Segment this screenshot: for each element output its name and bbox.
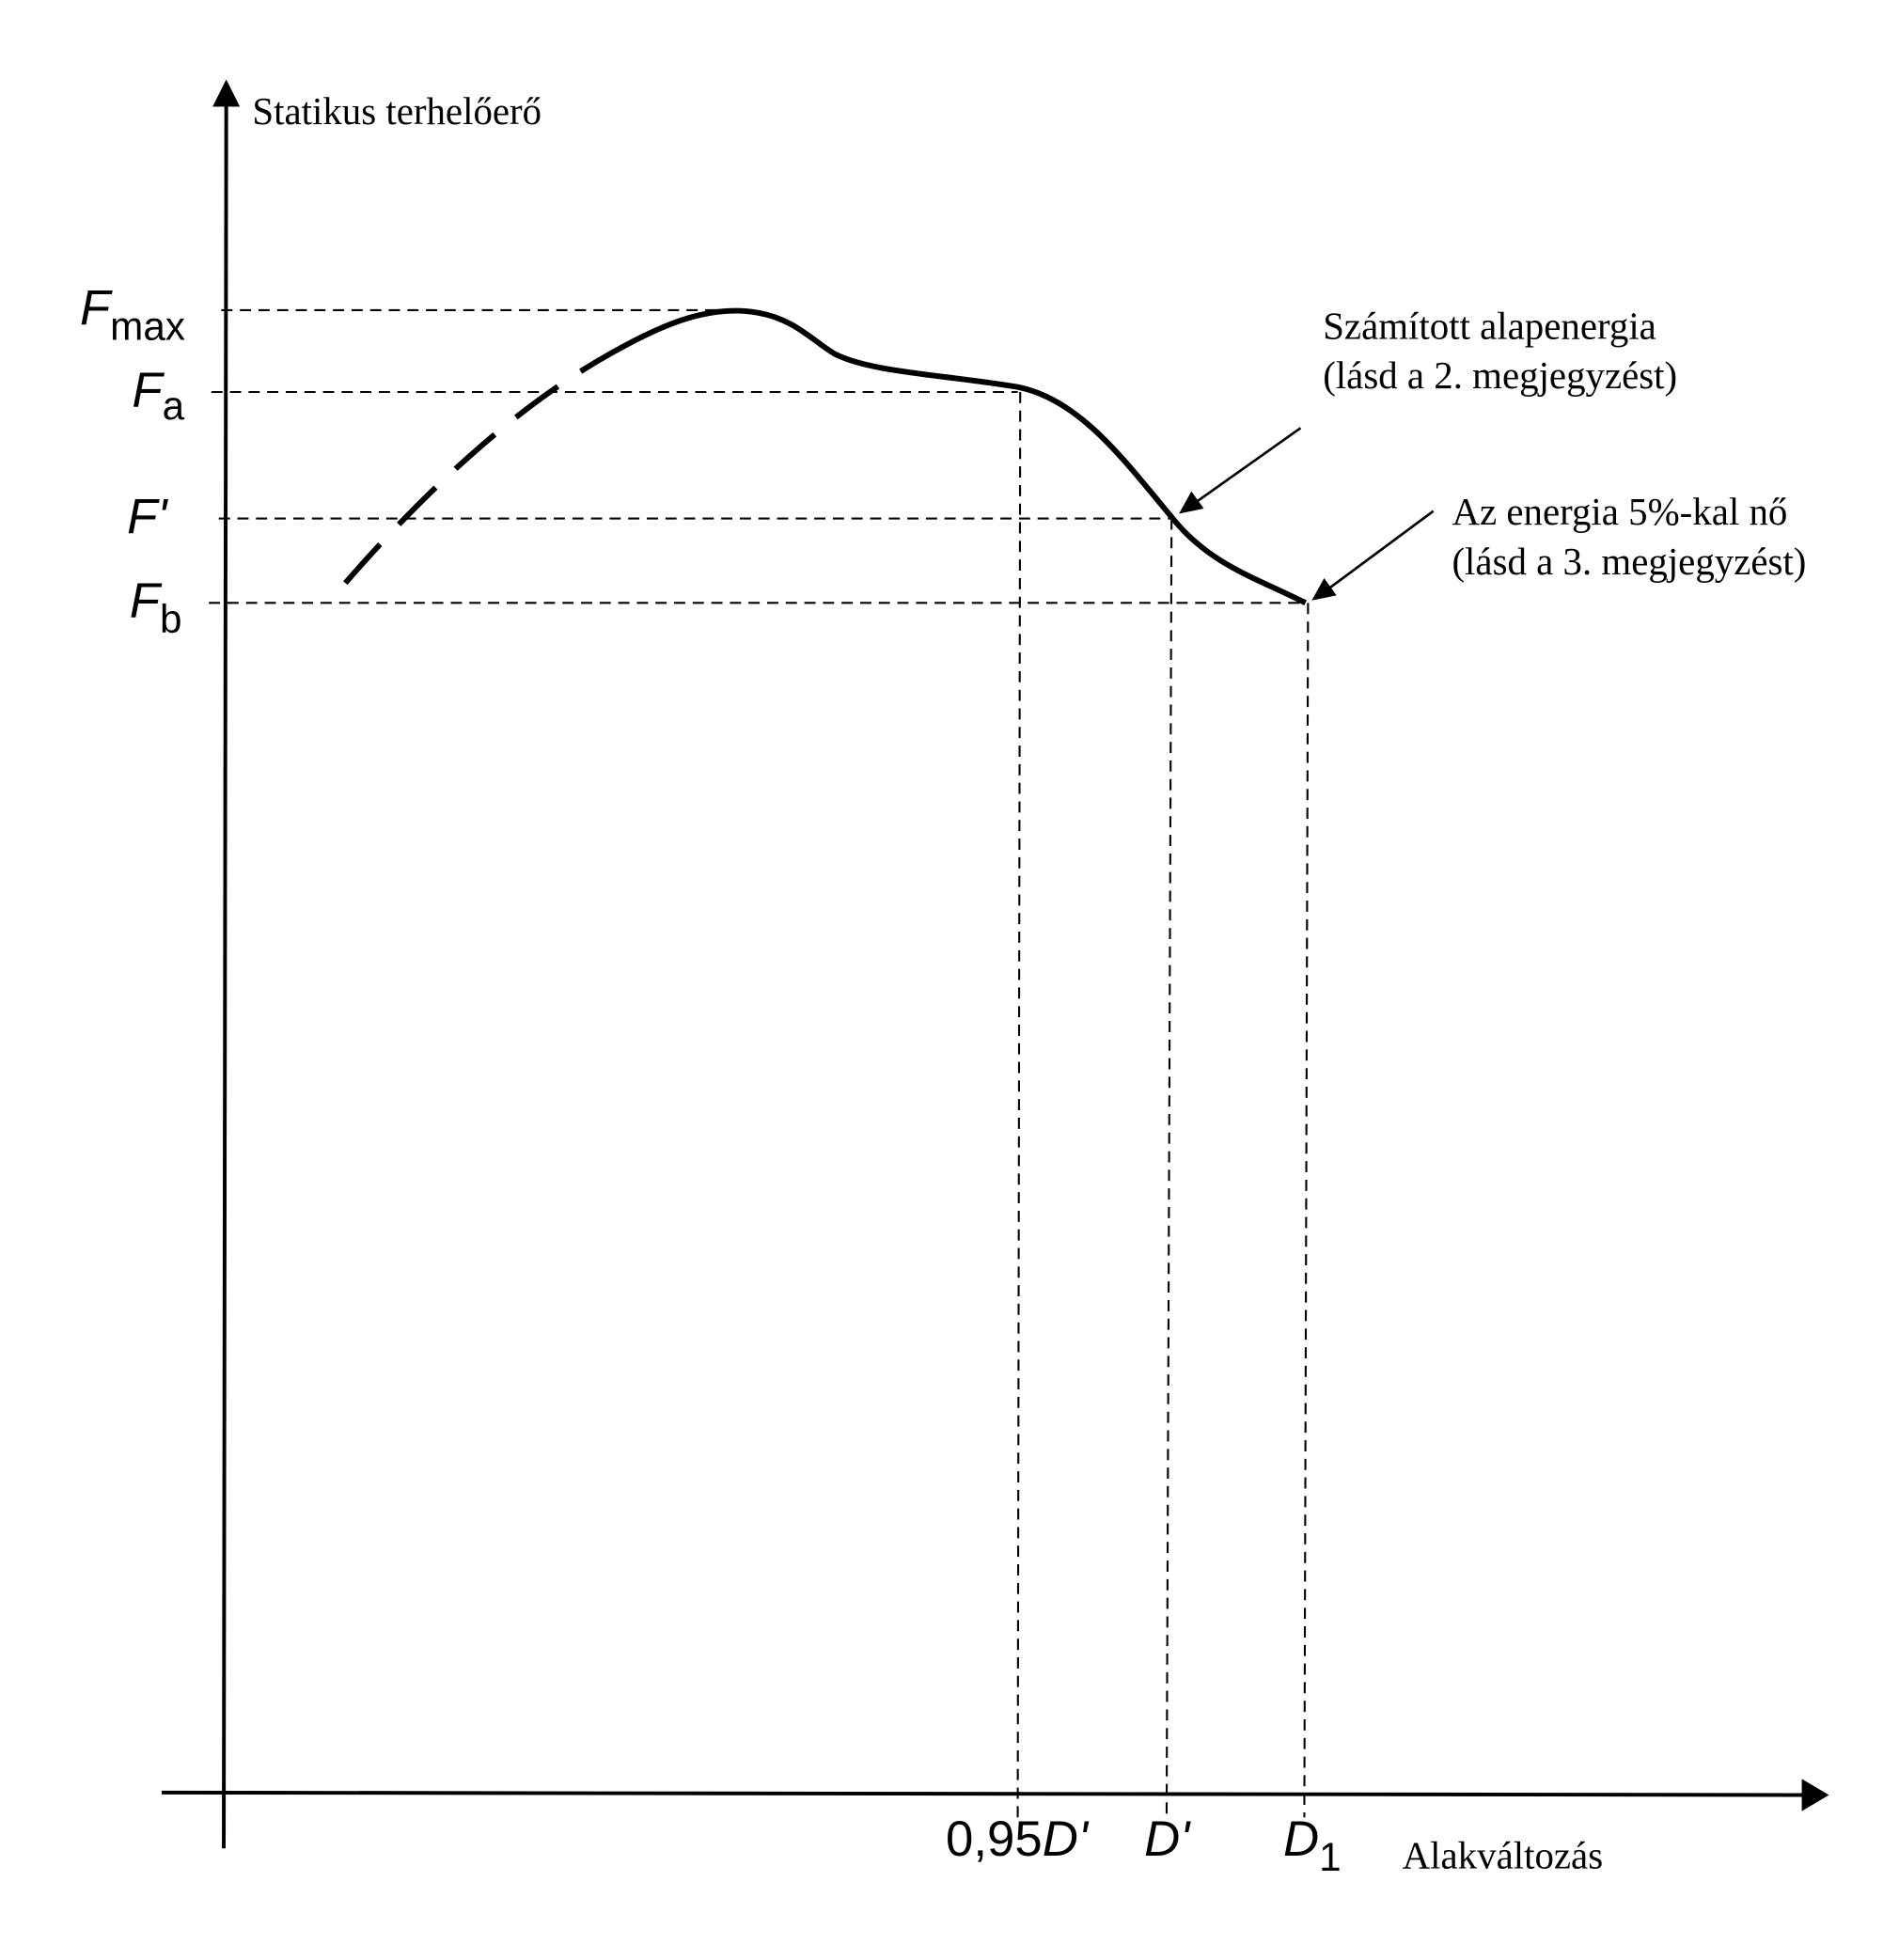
curve-dashed xyxy=(343,361,595,586)
y-label: F' xyxy=(127,489,168,544)
guide-095d xyxy=(1016,391,1022,1818)
annotation: (lásd a 3. megjegyzést) xyxy=(1452,541,1806,583)
x-label: 0,95D' xyxy=(946,1811,1090,1867)
arrow-line xyxy=(1193,427,1302,505)
label-part: 1 xyxy=(1319,1835,1341,1879)
x-label: D' xyxy=(1144,1811,1191,1867)
label-part: 0,95 xyxy=(946,1811,1043,1867)
x-axis-title: Alakváltozás xyxy=(1403,1834,1603,1876)
guide-d1 xyxy=(1303,603,1310,1818)
annotation: Az energia 5%-kal nő xyxy=(1452,491,1787,533)
label-part: max xyxy=(110,305,185,349)
y-label: Fmax xyxy=(80,281,185,349)
y-arrow xyxy=(212,79,241,107)
curve xyxy=(591,307,1308,605)
y-label: Fa xyxy=(132,363,184,428)
label-part: F xyxy=(80,281,113,337)
guide-dprime xyxy=(1165,518,1173,1818)
annotation: (lásd a 2. megjegyzést) xyxy=(1323,354,1677,397)
x-label: D1 xyxy=(1283,1811,1342,1879)
label-part: a xyxy=(163,384,185,428)
y-axis-title: Statikus terhelőerő xyxy=(252,90,541,133)
label-part: b xyxy=(160,597,181,641)
arrow-head xyxy=(1179,491,1204,514)
label-part: F xyxy=(132,363,165,418)
arrow-line xyxy=(1326,510,1435,590)
x-arrow xyxy=(1801,1779,1829,1811)
y-axis xyxy=(222,102,228,1849)
x-axis xyxy=(162,1790,1810,1797)
label-part: F xyxy=(130,573,163,629)
label-part: D xyxy=(1283,1811,1319,1867)
arrow-head xyxy=(1311,577,1337,601)
y-label: Fb xyxy=(130,573,182,641)
label-part: D' xyxy=(1043,1811,1090,1867)
annotation: Számított alapenergia xyxy=(1323,305,1656,347)
